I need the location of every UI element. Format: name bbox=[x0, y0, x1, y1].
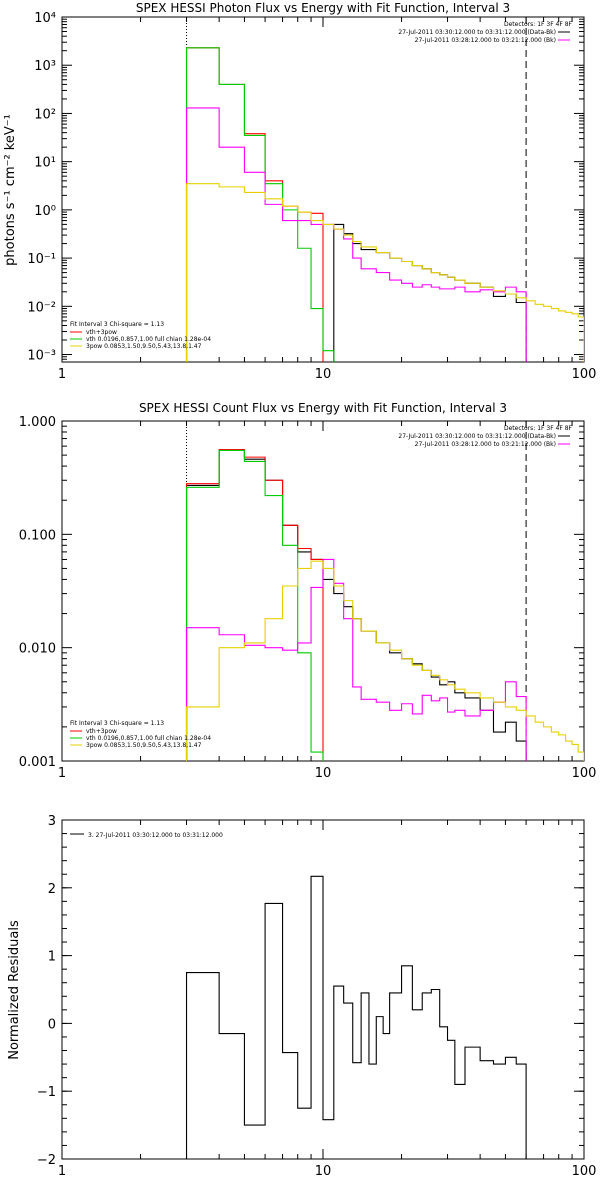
legend-header: Detectors: 1F 3F 4F 8F bbox=[504, 21, 573, 28]
y-tick-label: 10⁴ bbox=[34, 11, 56, 26]
y-tick-label: 10⁻² bbox=[27, 300, 56, 315]
series-yellow bbox=[185, 183, 584, 362]
series-green bbox=[185, 47, 335, 362]
series-magenta bbox=[185, 558, 527, 761]
series-black bbox=[185, 875, 527, 1159]
legend-label: 27-Jul-2011 03:28:12.000 to 03:21:12.000… bbox=[415, 441, 556, 448]
y-tick-label: 10³ bbox=[34, 59, 56, 74]
legend-label: vth 0.0196,0.857,1.00 full chian 1.28e-0… bbox=[86, 336, 211, 343]
x-tick-label: 100 bbox=[572, 367, 597, 382]
legend-label: 3pow 0.0853,1.50,9.50,5.43,13.8,1.47 bbox=[86, 742, 202, 749]
x-tick-label: 1 bbox=[58, 766, 66, 781]
series-magenta bbox=[185, 107, 527, 362]
y-tick-label: 1.000 bbox=[19, 415, 56, 430]
series-red bbox=[185, 448, 324, 761]
x-tick-label: 1 bbox=[58, 367, 66, 382]
y-tick-label: 0.010 bbox=[19, 642, 56, 657]
series-black bbox=[186, 223, 527, 362]
y-axis-label: photons s⁻¹ cm⁻² keV⁻¹ bbox=[3, 114, 18, 266]
y-tick-label: 10² bbox=[34, 107, 56, 122]
panel-title: SPEX HESSI Count Flux vs Energy with Fit… bbox=[139, 401, 507, 415]
y-tick-label: 1 bbox=[48, 950, 56, 965]
series-yellow bbox=[185, 560, 584, 761]
panel-title: SPEX HESSI Photon Flux vs Energy with Fi… bbox=[136, 1, 510, 15]
legend-label: vth 0.0196,0.857,1.00 full chian 1.28e-0… bbox=[86, 735, 211, 742]
legend-label: 3. 27-Jul-2011 03:30:12.000 to 03:31:12.… bbox=[88, 832, 223, 839]
legend-header: Fit Interval 3 Chi-square = 1.13 bbox=[70, 720, 164, 727]
legend-label: vth+3pow bbox=[86, 329, 117, 336]
legend-label: 27-Jul-2011 03:28:12.000 to 03:21:12.000… bbox=[415, 37, 556, 44]
x-tick-label: 100 bbox=[572, 1164, 597, 1179]
x-tick-label: 10 bbox=[315, 367, 332, 382]
panel-photon-flux: SPEX HESSI Photon Flux vs Energy with Fi… bbox=[3, 1, 596, 382]
series-green bbox=[185, 449, 324, 761]
legend-label: vth+3pow bbox=[86, 728, 117, 735]
x-tick-label: 10 bbox=[315, 1164, 332, 1179]
legend-header: Detectors: 1F 3F 4F 8F bbox=[504, 425, 573, 432]
y-tick-label: 0.001 bbox=[19, 755, 56, 770]
panel-count-flux: SPEX HESSI Count Flux vs Energy with Fit… bbox=[19, 401, 597, 781]
series-red bbox=[185, 47, 324, 362]
y-tick-label: 10¹ bbox=[34, 156, 56, 171]
y-tick-label: 3 bbox=[48, 814, 56, 829]
y-axis-label: Normalized Residuals bbox=[7, 920, 22, 1060]
series-black bbox=[185, 449, 527, 761]
y-tick-label: 10⁰ bbox=[34, 204, 56, 219]
y-tick-label: 0.100 bbox=[19, 528, 56, 543]
panel-residuals: Normalized Residuals 1 10 100 −2 −1 0 1 2 3 3. 27… bbox=[7, 814, 596, 1179]
y-tick-label: 2 bbox=[48, 882, 56, 897]
y-tick-label: 0 bbox=[48, 1017, 56, 1032]
x-tick-label: 10 bbox=[315, 766, 332, 781]
x-tick-label: 1 bbox=[58, 1164, 66, 1179]
y-tick-label: −2 bbox=[37, 1153, 56, 1168]
y-tick-label: −1 bbox=[37, 1085, 56, 1100]
legend-label: 27-Jul-2011 03:30:12.000 to 03:31:12.000… bbox=[398, 433, 556, 440]
legend-label: 27-Jul-2011 03:30:12.000 to 03:31:12.000… bbox=[398, 29, 556, 36]
y-tick-label: 10⁻¹ bbox=[27, 252, 56, 267]
x-tick-label: 100 bbox=[572, 766, 597, 781]
legend-label: 3pow 0.0853,1.50,9.50,5.43,13.8,1.47 bbox=[86, 343, 202, 350]
y-tick-label: 10⁻³ bbox=[27, 349, 56, 364]
legend-header: Fit Interval 3 Chi-square = 1.13 bbox=[70, 321, 164, 328]
